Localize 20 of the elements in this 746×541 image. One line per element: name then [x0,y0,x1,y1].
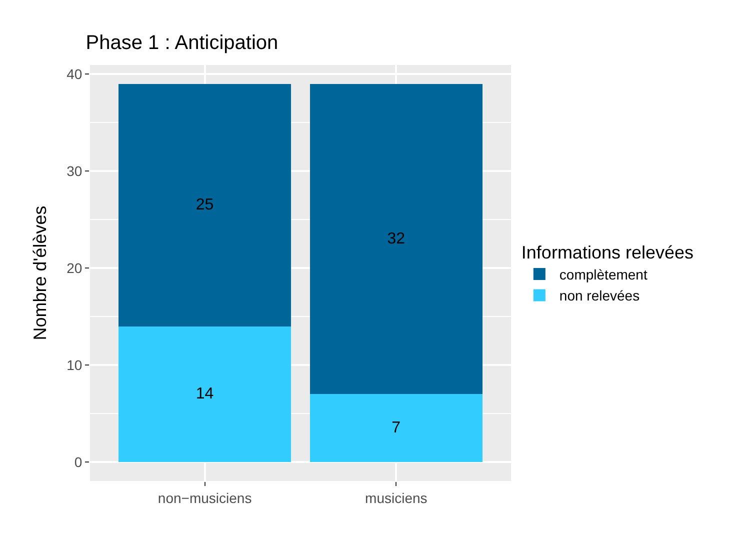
bar [310,394,482,462]
x-tick-label: non−musiciens [158,490,252,506]
x-tick-label: musiciens [365,490,428,506]
data-label: 32 [387,230,406,248]
y-tick-label: 30 [66,163,82,180]
y-tick-label: 40 [66,66,82,82]
data-label: 25 [196,196,214,214]
chart-title: Phase 1 : Anticipation [86,32,278,54]
y-tick-label: 10 [66,357,82,374]
y-tick-label: 20 [66,260,82,276]
bar [310,84,482,394]
data-label: 7 [392,420,401,437]
legend-label: complètement [559,266,648,282]
legend-title: Informations relevées [521,242,694,262]
y-tick-label: 0 [74,454,82,470]
y-axis-title: Nombre d'élèves [30,206,50,340]
data-label: 14 [196,386,214,403]
bar [118,326,291,462]
legend-label: non relevées [559,288,640,304]
bar [118,84,291,326]
